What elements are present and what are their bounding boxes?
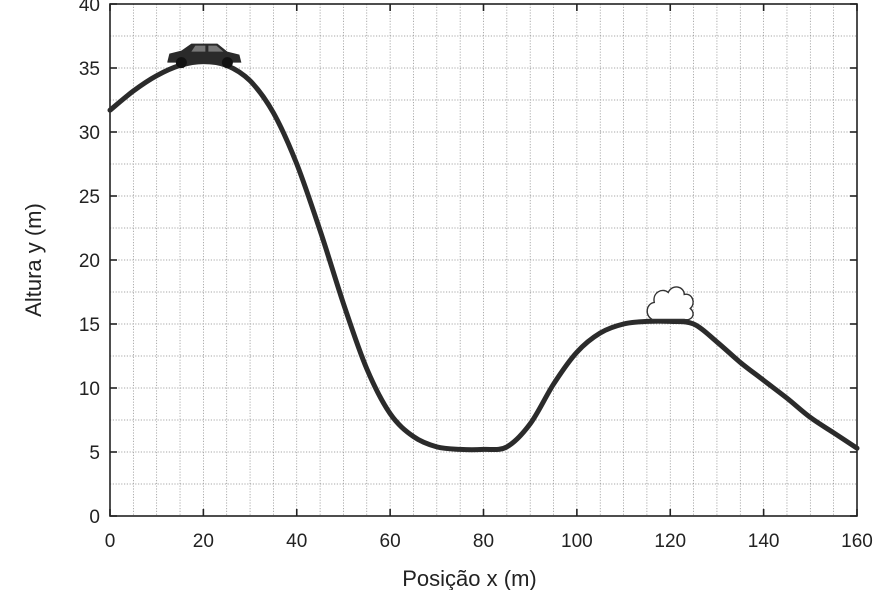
- tick-labels: 0 20 40 60 80 100 120 140 160 0 5 10 15 20 25 30 35 40: [79, 0, 873, 552]
- x-tick-label: 20: [193, 531, 214, 552]
- x-tick-label: 140: [748, 531, 780, 552]
- y-tick-label: 35: [79, 59, 100, 80]
- height-curve: [107, 59, 860, 453]
- x-tick-label: 160: [841, 531, 873, 552]
- car-icon: [167, 43, 242, 69]
- x-tick-label: 40: [286, 531, 307, 552]
- x-tick-label: 0: [105, 531, 116, 552]
- x-tick-label: 120: [654, 531, 686, 552]
- x-tick-label: 100: [561, 531, 593, 552]
- x-axis-label: Posição x (m): [402, 566, 536, 590]
- y-tick-label: 25: [79, 187, 100, 208]
- y-axis-label: Altura y (m): [21, 203, 46, 317]
- x-tick-label: 60: [380, 531, 401, 552]
- bush-icon: [646, 286, 694, 321]
- y-tick-label: 0: [89, 507, 100, 528]
- y-tick-label: 5: [89, 443, 100, 464]
- y-tick-label: 20: [79, 251, 100, 272]
- x-tick-label: 80: [473, 531, 494, 552]
- axis-ticks: [109, 3, 858, 517]
- minor-grid: [109, 3, 858, 517]
- y-tick-label: 30: [79, 123, 100, 144]
- y-tick-label: 10: [79, 379, 100, 400]
- y-tick-label: 15: [79, 315, 100, 336]
- y-tick-label: 40: [79, 0, 100, 16]
